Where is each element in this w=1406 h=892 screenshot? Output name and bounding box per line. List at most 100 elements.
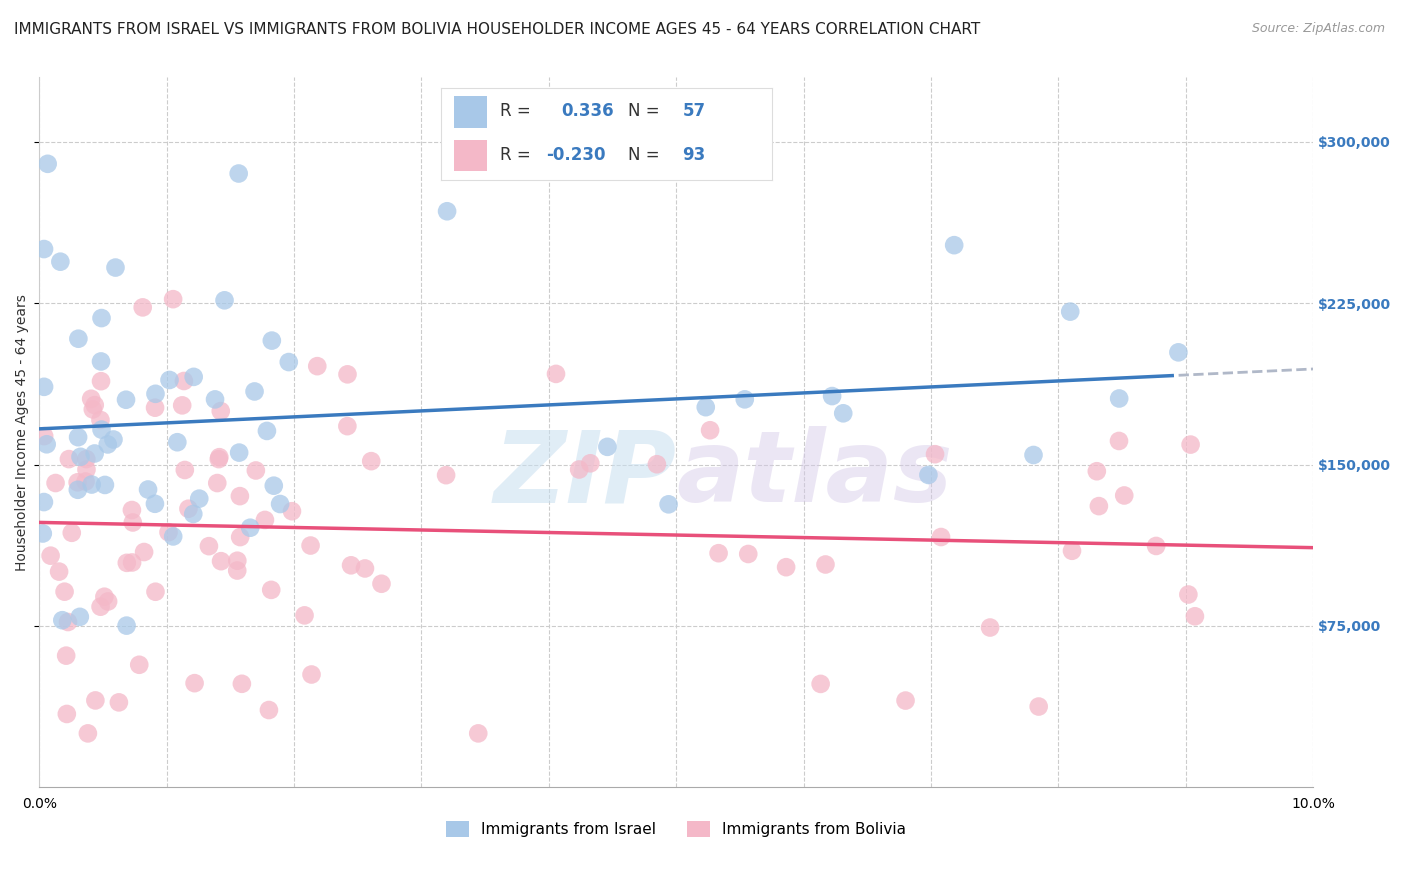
Point — [924, 447, 946, 461]
Point — [145, 386, 167, 401]
Point — [115, 618, 138, 632]
Point — [1167, 345, 1189, 359]
Point — [1177, 587, 1199, 601]
Point — [53, 584, 76, 599]
Point — [39, 549, 62, 563]
Point — [97, 437, 120, 451]
Point — [173, 463, 195, 477]
Point — [658, 497, 681, 511]
Point — [35, 437, 58, 451]
Point — [132, 545, 155, 559]
Point — [188, 491, 211, 506]
Point — [917, 467, 939, 482]
Point — [1180, 437, 1202, 451]
Point — [301, 667, 323, 681]
Point — [370, 576, 392, 591]
Point — [143, 497, 166, 511]
Point — [434, 468, 457, 483]
Point — [80, 477, 103, 491]
Point — [814, 558, 837, 572]
Point — [162, 292, 184, 306]
Point — [775, 560, 797, 574]
Point — [277, 355, 299, 369]
Point — [734, 392, 756, 407]
Text: IMMIGRANTS FROM ISRAEL VS IMMIGRANTS FROM BOLIVIA HOUSEHOLDER INCOME AGES 45 - 6: IMMIGRANTS FROM ISRAEL VS IMMIGRANTS FRO… — [14, 22, 980, 37]
Point — [37, 157, 59, 171]
Y-axis label: Householder Income Ages 45 - 64 years: Householder Income Ages 45 - 64 years — [15, 293, 30, 571]
Point — [1114, 488, 1136, 502]
Point — [89, 413, 111, 427]
Point — [204, 392, 226, 407]
Point — [1088, 499, 1111, 513]
Point — [69, 610, 91, 624]
Point — [67, 430, 90, 444]
Point — [1028, 699, 1050, 714]
Point — [173, 374, 195, 388]
Point — [159, 373, 181, 387]
Point — [245, 463, 267, 477]
Point — [32, 242, 55, 256]
Point — [121, 503, 143, 517]
Point — [48, 565, 70, 579]
Point — [121, 556, 143, 570]
Point — [145, 584, 167, 599]
Point — [257, 703, 280, 717]
Text: atlas: atlas — [676, 426, 953, 524]
Point — [707, 546, 730, 560]
Point — [76, 462, 98, 476]
Point — [90, 423, 112, 437]
Point — [260, 334, 283, 348]
Point — [77, 726, 100, 740]
Point — [75, 475, 97, 489]
Point — [1059, 304, 1081, 318]
Point — [208, 450, 231, 465]
Point — [51, 613, 73, 627]
Point — [1022, 448, 1045, 462]
Point — [166, 435, 188, 450]
Text: Source: ZipAtlas.com: Source: ZipAtlas.com — [1251, 22, 1385, 36]
Point — [209, 554, 232, 568]
Point — [93, 590, 115, 604]
Point — [69, 450, 91, 464]
Point — [162, 529, 184, 543]
Point — [143, 401, 166, 415]
Point — [228, 167, 250, 181]
Point — [66, 483, 89, 497]
Point — [80, 392, 103, 406]
Point — [32, 380, 55, 394]
Point — [31, 526, 53, 541]
Point — [294, 608, 316, 623]
Point — [336, 419, 359, 434]
Point — [75, 452, 97, 467]
Point — [67, 332, 90, 346]
Point — [90, 599, 112, 614]
Point — [229, 489, 252, 503]
Point — [172, 398, 194, 412]
Point — [340, 558, 363, 573]
Point — [83, 446, 105, 460]
Point — [1108, 434, 1130, 448]
Point — [103, 433, 125, 447]
Point — [183, 676, 205, 690]
Point — [229, 530, 252, 544]
Point — [1085, 464, 1108, 478]
Point — [299, 539, 322, 553]
Point — [177, 501, 200, 516]
Point — [821, 389, 844, 403]
Point — [1108, 392, 1130, 406]
Point — [263, 478, 285, 492]
Point — [132, 301, 155, 315]
Point — [243, 384, 266, 399]
Point — [128, 657, 150, 672]
Point — [60, 525, 83, 540]
Point — [84, 693, 107, 707]
Point — [97, 594, 120, 608]
Point — [256, 424, 278, 438]
Point — [645, 457, 668, 471]
Point — [239, 521, 262, 535]
Point — [260, 582, 283, 597]
Point — [207, 476, 229, 491]
Point — [699, 423, 721, 437]
Point — [228, 445, 250, 459]
Point — [269, 497, 291, 511]
